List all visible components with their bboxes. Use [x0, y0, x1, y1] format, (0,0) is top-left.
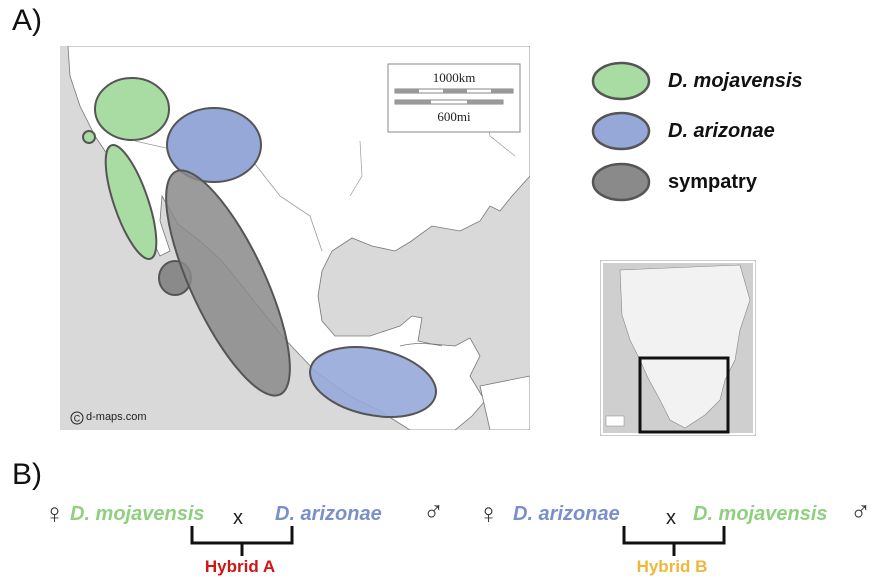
- legend-swatch-sympatry: [591, 162, 651, 202]
- hybrid-b-label: Hybrid B: [636, 557, 708, 576]
- hybrid-a-label: Hybrid A: [204, 557, 276, 576]
- legend-swatch-arizonae: [591, 111, 651, 151]
- male-symbol-a: ♂: [423, 496, 444, 527]
- cross-a-male: D. arizonae: [275, 503, 382, 525]
- scale-bar-mi-seg: [395, 100, 431, 104]
- cross-a-bracket: [190, 526, 294, 556]
- land-gulf-islands: [399, 343, 443, 347]
- copyright-icon-glyph: C: [74, 414, 81, 424]
- male-symbol-b: ♂: [850, 496, 871, 527]
- inset-highlight-box: [638, 356, 730, 434]
- inset-land: [619, 264, 751, 429]
- cross-b-bracket: [622, 526, 726, 556]
- scale-km-label: 1000km: [432, 70, 476, 85]
- land-central-america-east: [479, 375, 530, 430]
- copyright-icon: [70, 411, 84, 425]
- scale-bar-km-seg: [443, 89, 467, 93]
- border-inner: [349, 140, 363, 197]
- panel-a-label: A): [12, 4, 42, 37]
- legend-label-arizonae: D. arizonae: [668, 120, 775, 142]
- range-mojavensis-north: [94, 77, 170, 141]
- main-map: C: [60, 46, 530, 430]
- legend-swatch-mojavensis: [591, 61, 651, 101]
- scale-bar-km-seg: [395, 89, 419, 93]
- legend-label-mojavensis: D. mojavensis: [668, 70, 803, 92]
- range-mojavensis-baja: [104, 143, 158, 261]
- female-symbol-b: ♀: [478, 498, 499, 529]
- range-mojavensis-island: [82, 130, 96, 144]
- panel-b-label: B): [12, 458, 42, 491]
- cross-a-times: x: [233, 507, 243, 529]
- cross-b-times: x: [666, 507, 676, 529]
- scale-mi-label: 600mi: [437, 109, 471, 124]
- scale-bar-km-seg: [491, 89, 513, 93]
- inset-scale: [605, 415, 625, 427]
- inset-map: [600, 260, 756, 436]
- map-credit: d-maps.com: [86, 411, 147, 423]
- range-arizonae-north: [166, 107, 262, 183]
- female-symbol-a: ♀: [44, 498, 65, 529]
- cross-b-male: D. mojavensis: [693, 503, 828, 525]
- range-arizonae-south: [309, 346, 437, 418]
- scale-bar-mi-seg: [467, 100, 503, 104]
- legend-swatches: [591, 61, 651, 202]
- cross-a-female: D. mojavensis: [70, 503, 205, 525]
- cross-b-female: D. arizonae: [513, 503, 620, 525]
- scale-bar-box: [387, 63, 521, 133]
- legend-label-sympatry: sympatry: [668, 171, 757, 193]
- range-sympatry-large: [165, 169, 291, 397]
